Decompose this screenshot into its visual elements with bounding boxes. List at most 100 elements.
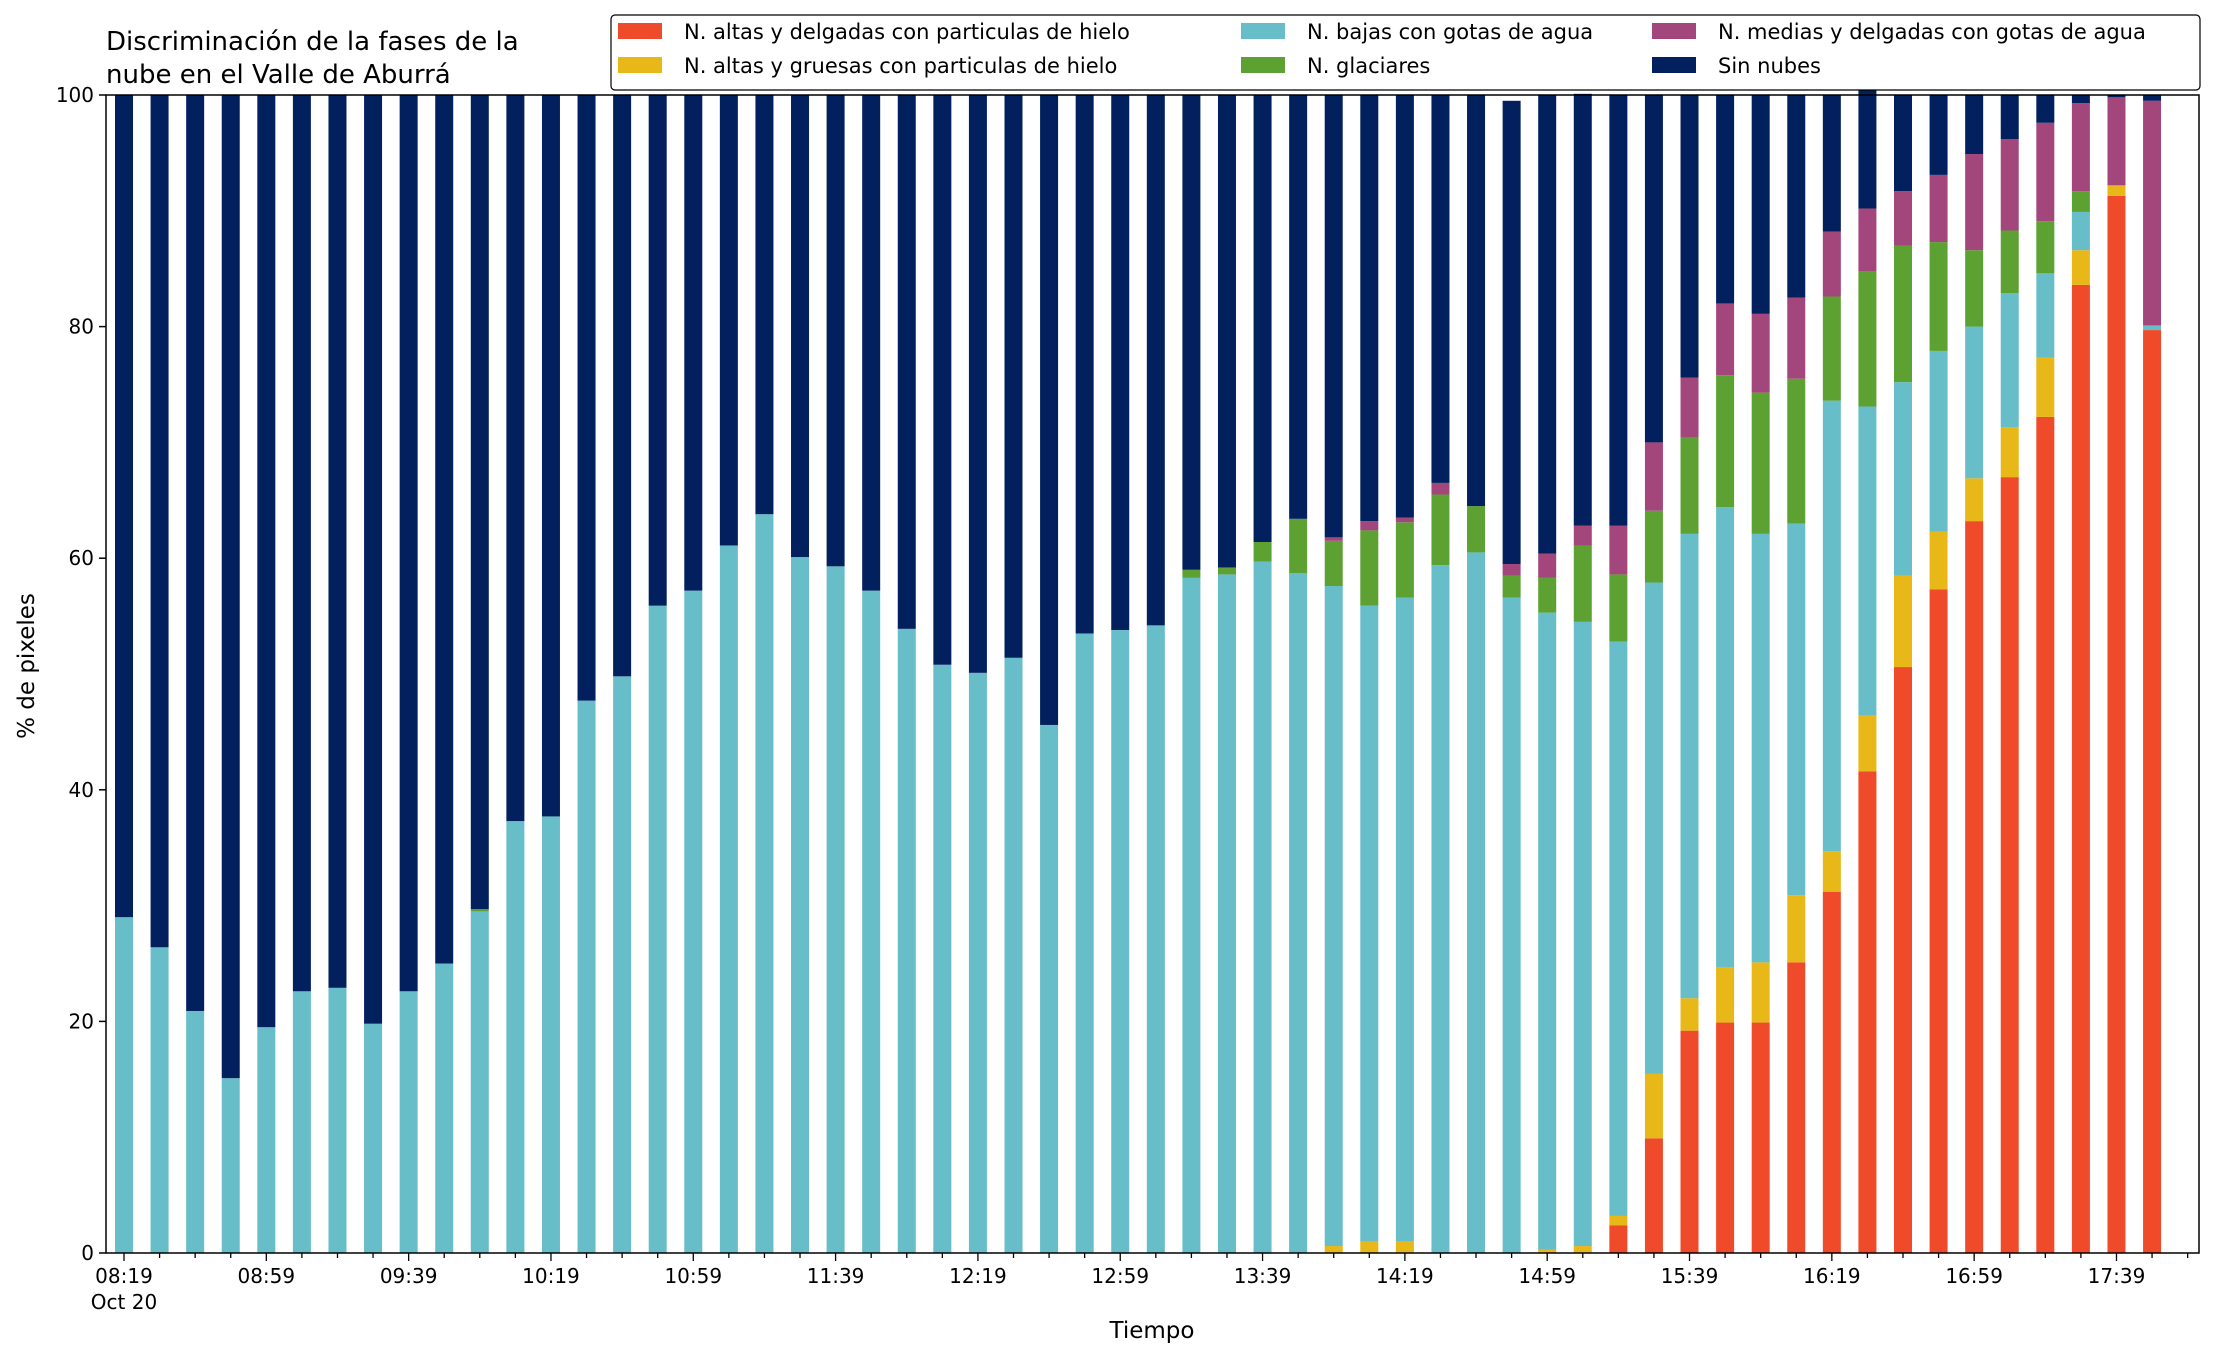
- bar-segment-2-4: [257, 1027, 276, 1253]
- x-tick-label: 15:39: [1661, 1264, 1719, 1288]
- bar-segment-5-11: [506, 95, 525, 822]
- bar-segment-4-46: [1751, 313, 1770, 393]
- bar-segment-1-55: [2071, 250, 2090, 285]
- bar-segment-2-40: [1538, 612, 1557, 1250]
- legend-label: N. medias y delgadas con gotas de agua: [1718, 20, 2146, 44]
- bar-segment-5-2: [186, 95, 205, 1011]
- bar-segment-3-50: [1894, 245, 1912, 383]
- bar-segment-2-13: [577, 700, 596, 1253]
- bar-segment-3-46: [1751, 392, 1770, 534]
- bar-segment-2-23: [933, 664, 952, 1253]
- legend-swatch: [1241, 23, 1285, 39]
- bar-segment-1-52: [1965, 478, 1984, 522]
- bar-segment-5-18: [755, 95, 774, 515]
- bar-segment-5-8: [399, 95, 418, 992]
- bar-segment-5-44: [1680, 95, 1699, 378]
- bar-segment-4-51: [1929, 174, 1948, 243]
- bar-segment-2-53: [2000, 293, 2019, 428]
- chart-title-line-2: nube en el Valle de Aburrá: [106, 60, 451, 90]
- bar-segment-2-54: [2036, 273, 2055, 358]
- bar-segment-5-17: [719, 95, 738, 546]
- bar-segment-2-33: [1289, 573, 1308, 1253]
- bar-segment-5-56: [2107, 95, 2126, 98]
- bar-segment-4-57: [2143, 100, 2162, 326]
- bars-layer: [115, 88, 2162, 1253]
- bar-segment-5-23: [933, 95, 952, 665]
- bar-segment-0-42: [1609, 1225, 1628, 1253]
- bar-segment-5-54: [2036, 95, 2055, 123]
- y-axis-label: % de pixeles: [14, 593, 40, 739]
- legend-label: N. altas y gruesas con particulas de hie…: [684, 54, 1117, 78]
- bar-segment-5-33: [1289, 95, 1308, 519]
- legend-swatch: [618, 23, 662, 39]
- bar-segment-4-52: [1965, 154, 1984, 251]
- bar-segment-5-6: [328, 95, 347, 988]
- bar-segment-2-41: [1573, 621, 1592, 1247]
- bar-segment-3-44: [1680, 437, 1699, 534]
- bar-segment-5-46: [1751, 95, 1770, 314]
- bar-segment-2-6: [328, 987, 347, 1253]
- bar-segment-2-10: [470, 911, 489, 1253]
- legend-box: [610, 14, 2201, 91]
- bar-segment-5-27: [1075, 95, 1094, 634]
- chart-title-line-1: Discriminación de la fases de la: [106, 27, 519, 57]
- axes-layer: 0 20 40 60 80 100 08:19 08:59 09:39 10:19 10:59 11:…: [56, 83, 2200, 1314]
- bar-segment-2-1: [150, 947, 169, 1253]
- bar-segment-4-39: [1502, 563, 1521, 576]
- bar-segment-0-44: [1680, 1030, 1699, 1253]
- bar-segment-2-34: [1324, 585, 1343, 1247]
- bar-segment-2-52: [1965, 326, 1984, 479]
- x-tick-label: 11:39: [807, 1264, 865, 1288]
- bar-segment-5-39: [1502, 100, 1521, 564]
- bar-segment-5-30: [1182, 95, 1201, 570]
- bar-segment-5-25: [1004, 95, 1023, 658]
- bar-segment-5-22: [897, 95, 916, 629]
- bar-segment-2-26: [1040, 724, 1059, 1253]
- bar-segment-1-51: [1929, 531, 1948, 590]
- bar-segment-2-46: [1751, 533, 1770, 963]
- bar-segment-0-56: [2107, 195, 2126, 1253]
- x-tick-label: 09:39: [380, 1264, 438, 1288]
- bar-segment-0-46: [1751, 1022, 1770, 1253]
- bar-segment-5-52: [1965, 95, 1984, 155]
- bar-segment-2-48: [1822, 400, 1841, 852]
- bar-segment-5-9: [435, 95, 454, 964]
- bar-segment-2-20: [826, 566, 845, 1253]
- bar-segment-0-53: [2000, 477, 2019, 1253]
- bar-segment-5-55: [2071, 95, 2090, 104]
- bar-segment-5-49: [1858, 88, 1877, 209]
- bar-segment-2-31: [1217, 574, 1236, 1253]
- bar-segment-1-40: [1538, 1249, 1557, 1253]
- bar-segment-5-5: [292, 95, 311, 992]
- bar-segment-5-35: [1360, 95, 1379, 522]
- bar-segment-5-43: [1644, 95, 1663, 443]
- x-tick-label: 16:19: [1803, 1264, 1861, 1288]
- bar-segment-2-57: [2143, 325, 2162, 331]
- bar-segment-5-47: [1787, 95, 1806, 298]
- bar-segment-1-48: [1822, 851, 1841, 892]
- bar-segment-2-37: [1431, 565, 1450, 1253]
- legend-swatch: [1241, 57, 1285, 73]
- bar-segment-4-50: [1894, 191, 1912, 246]
- bar-segment-2-36: [1395, 597, 1414, 1242]
- bar-segment-2-21: [862, 590, 881, 1253]
- bar-segment-3-34: [1324, 540, 1343, 586]
- bar-segment-2-17: [719, 545, 738, 1253]
- bar-segment-4-56: [2107, 97, 2126, 186]
- bar-segment-0-47: [1787, 962, 1806, 1253]
- bar-segment-5-48: [1822, 95, 1841, 232]
- bar-segment-2-22: [897, 628, 916, 1253]
- bar-segment-2-14: [613, 676, 632, 1253]
- bar-segment-2-0: [115, 917, 133, 1253]
- bar-segment-0-49: [1858, 771, 1877, 1253]
- bar-segment-1-47: [1787, 895, 1806, 963]
- bar-segment-5-19: [791, 95, 810, 558]
- bar-segment-1-43: [1644, 1073, 1663, 1139]
- bar-segment-1-41: [1573, 1246, 1592, 1253]
- bar-segment-1-46: [1751, 962, 1770, 1023]
- bar-segment-2-9: [435, 963, 454, 1253]
- bar-segment-3-53: [2000, 230, 2019, 294]
- bar-segment-0-43: [1644, 1138, 1663, 1253]
- bar-segment-4-34: [1324, 537, 1343, 541]
- bar-segment-5-36: [1395, 95, 1414, 518]
